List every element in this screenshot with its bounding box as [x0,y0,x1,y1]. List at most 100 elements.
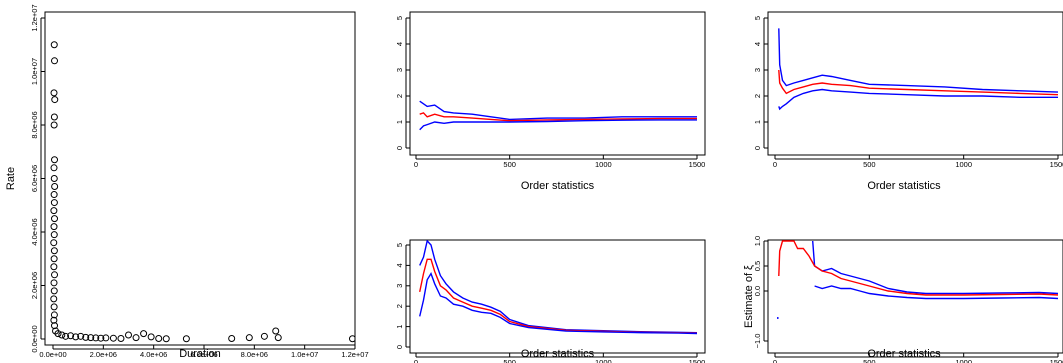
data-point [182,335,190,343]
y-tick-label: 3 [753,68,762,72]
y-tick-label: 2 [753,94,762,98]
y-tick-label: 2 [395,304,404,308]
x-tick-label: 1500 [689,160,706,169]
estimate-line [778,240,1059,296]
data-point [50,223,58,231]
plot-frame [767,239,1063,354]
y-tick-label: 0.0e+00 [30,325,39,352]
x-axis: 0 500 1000 1500 Order statistics [414,155,705,192]
data-point [117,334,125,342]
y-tick-label: 3 [395,68,404,72]
y-tick-label: 4 [753,42,762,46]
plot-marks [419,240,698,335]
y-tick-label: 1 [753,120,762,124]
y-tick-label: 1.0e+07 [30,58,39,85]
data-point [102,334,110,342]
x-axis-title: Order statistics [521,348,595,360]
x-tick-label: 1000 [955,160,972,169]
y-tick-label: 8.0e+06 [30,111,39,138]
data-point [228,334,236,342]
confidence-line [419,272,698,335]
x-tick-label: 500 [503,160,516,169]
x-axis-title: Order statistics [867,348,941,360]
x-tick-label: 4.0e+06 [140,350,167,359]
x-tick-label: 1000 [595,160,612,169]
data-point [109,334,117,342]
estimate-line [778,69,1059,96]
data-point [51,156,59,164]
plot-marks [50,41,355,343]
x-axis-title: Duration [179,348,221,360]
data-point [50,207,58,215]
plot-frame [409,239,706,354]
y-axis-title: Estimate of ξ [743,265,755,328]
y-tick-label: 0 [395,345,404,349]
data-point [58,331,66,339]
data-point [50,247,58,255]
data-point [50,295,58,303]
x-axis: 0 500 1000 1500 Order statistics [773,155,1063,192]
data-point [72,333,80,341]
data-point [125,331,132,339]
x-tick-label: 1500 [1050,160,1063,169]
data-point [50,287,58,295]
y-axis: −1.0 0.0 0.5 1.0 Estimate of ξ [743,236,768,349]
x-tick-label: 1500 [689,358,706,363]
y-tick-label: 0.5 [753,261,762,271]
y-tick-label: 1 [395,120,404,124]
data-point [348,335,355,343]
data-point [67,332,75,340]
estimate-line [419,112,697,122]
x-axis-title: Order statistics [521,180,595,192]
plot-marks [778,28,1059,111]
data-point [50,303,58,311]
data-point [50,231,58,239]
x-tick-label: 1000 [595,358,612,363]
data-point [87,334,95,342]
data-point [147,333,155,341]
data-point [51,322,59,330]
data-point [51,183,59,191]
x-tick-label: 0 [414,160,418,169]
y-tick-label: 0 [753,146,762,150]
x-tick-label: 500 [863,160,876,169]
chart-panel-3: 0 500 1000 1500 Order statistics 0 1 2 3 4 5 [753,11,1063,192]
data-point [51,57,59,65]
x-tick-label: 1.2e+07 [341,350,368,359]
data-point [50,121,58,129]
chart-panel-5: 0 500 1000 1500 Order statistics −1.0 0.0 0.5 1.… [743,236,1063,363]
data-point [140,330,148,338]
data-point [50,311,58,319]
data-point [77,332,85,340]
data-point [82,333,90,341]
y-axis: 0 1 2 3 4 5 [395,243,410,349]
x-tick-label: 0 [773,358,777,363]
x-axis-title: Order statistics [867,180,941,192]
y-tick-label: 0.0 [753,286,762,296]
data-point [92,334,100,342]
y-axis-title: Rate [5,167,17,190]
data-point [155,334,163,342]
x-tick-label: 6.0e+06 [190,350,217,359]
x-tick-label: 2.0e+06 [90,350,117,359]
y-axis: 0 1 2 3 4 5 [395,16,410,150]
chart-panel-2: 0 500 1000 1500 Order statistics 0 1 2 3 4 5 [395,11,706,192]
x-tick-label: 1500 [1050,358,1063,363]
x-tick-label: 1.0e+07 [291,350,318,359]
y-tick-label: 5 [395,243,404,247]
data-point [51,96,59,104]
data-point [260,332,268,340]
data-point [50,41,58,49]
y-axis: 0.0e+00 2.0e+06 4.0e+06 6.0e+06 8.0e+06 1.0e+… [5,4,45,353]
y-tick-label: −1.0 [753,334,762,349]
x-tick-label: 0 [773,160,777,169]
confidence-line [419,240,698,334]
data-point [132,334,140,342]
plot-frame [409,11,706,156]
chart-panel-4: 0 500 1000 1500 Order statistics 0 1 2 3 4 5 [395,239,706,363]
plot-frame [767,11,1063,156]
data-point [50,113,58,121]
data-point [272,327,280,335]
data-point [50,199,58,207]
